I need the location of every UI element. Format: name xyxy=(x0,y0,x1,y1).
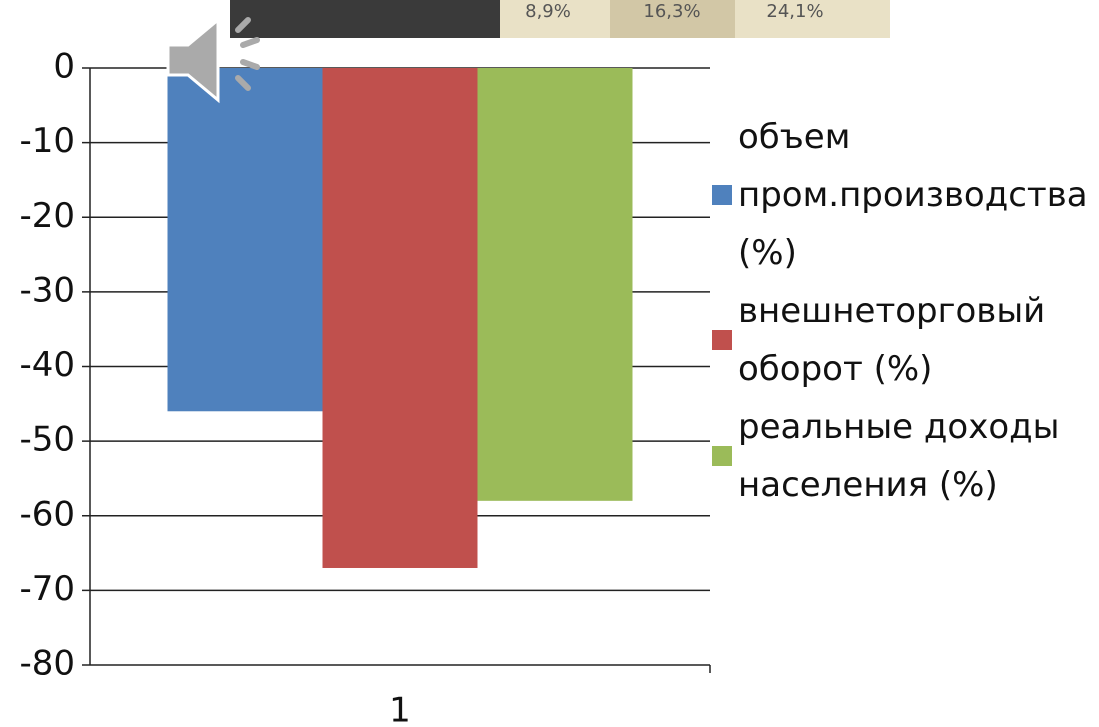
table-cell-bg xyxy=(500,0,610,38)
legend-label: реальные доходы населения (%) xyxy=(738,407,1060,505)
speaker-icon xyxy=(166,16,260,104)
x-tick-label: 1 xyxy=(389,691,411,727)
table-cell: 8,9% xyxy=(525,1,571,22)
table-cell: 24,1% xyxy=(766,1,823,22)
y-tick-label: 0 xyxy=(53,47,75,87)
y-tick-label: -10 xyxy=(19,121,75,161)
y-tick-label: -70 xyxy=(19,569,75,609)
legend-label: объем пром.производства (%) xyxy=(738,117,1088,273)
y-tick-label: -50 xyxy=(19,420,75,460)
legend-item: реальные доходы населения (%) xyxy=(712,398,1092,514)
backdrop xyxy=(0,38,1099,58)
bar xyxy=(322,68,478,568)
legend-swatch xyxy=(712,330,732,350)
y-tick-label: -40 xyxy=(19,345,75,385)
legend-swatch xyxy=(712,185,732,205)
bar xyxy=(167,68,323,412)
y-tick-label: -20 xyxy=(19,196,75,236)
table-cell: 16,3% xyxy=(643,1,700,22)
y-tick-label: -80 xyxy=(19,644,75,684)
table-cell-bg xyxy=(735,0,890,38)
legend-swatch xyxy=(712,446,732,466)
legend-item: объем пром.производства (%) xyxy=(712,108,1092,282)
table-cell-bg xyxy=(610,0,735,38)
legend: объем пром.производства (%) внешнеторговы… xyxy=(712,108,1092,514)
photo-fragment xyxy=(230,0,500,38)
bar xyxy=(477,68,633,501)
y-tick-label: -60 xyxy=(19,494,75,534)
y-tick-label: -30 xyxy=(19,270,75,310)
legend-label: внешнеторговый оборот (%) xyxy=(738,291,1046,389)
legend-item: внешнеторговый оборот (%) xyxy=(712,282,1092,398)
